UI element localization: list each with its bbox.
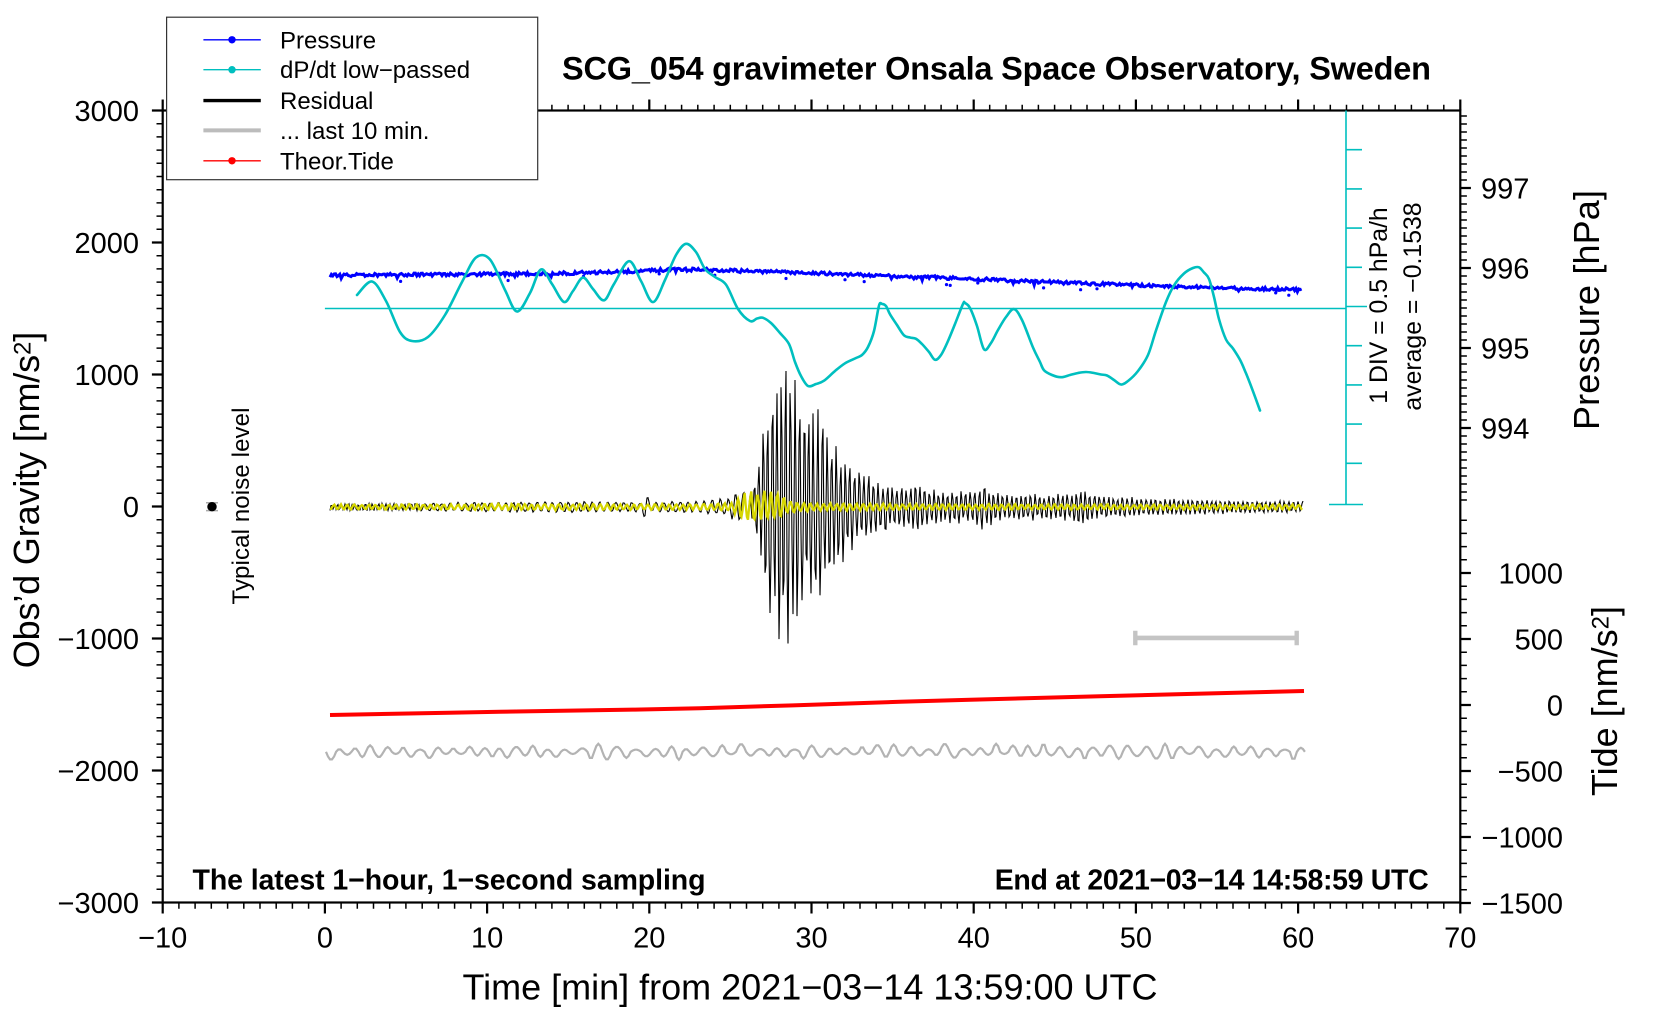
- svg-text:10: 10: [471, 923, 503, 955]
- svg-text:70: 70: [1444, 923, 1476, 955]
- svg-text:997: 997: [1481, 174, 1529, 206]
- svg-text:1 DIV = 0.5 hPa/h: 1 DIV = 0.5 hPa/h: [1366, 207, 1393, 403]
- svg-text:994: 994: [1481, 414, 1529, 446]
- svg-text:The latest 1−hour, 1−second sa: The latest 1−hour, 1−second sampling: [193, 865, 706, 897]
- svg-text:End at 2021−03−14 14:58:59 UTC: End at 2021−03−14 14:58:59 UTC: [995, 865, 1429, 897]
- svg-text:−1500: −1500: [1482, 889, 1563, 921]
- svg-text:996: 996: [1481, 254, 1529, 286]
- svg-text:0: 0: [317, 923, 333, 955]
- svg-text:dP/dt low−passed: dP/dt low−passed: [280, 57, 470, 84]
- svg-text:Time [min] from 2021−03−14 13:: Time [min] from 2021−03−14 13:59:00 UTC: [462, 967, 1157, 1008]
- svg-text:Typical noise level: Typical noise level: [228, 408, 255, 605]
- svg-text:2000: 2000: [74, 228, 139, 260]
- svg-text:30: 30: [795, 923, 827, 955]
- svg-text:−1000: −1000: [1482, 823, 1563, 855]
- svg-text:Residual: Residual: [280, 88, 373, 115]
- svg-text:average = −0.1538: average = −0.1538: [1400, 202, 1427, 410]
- svg-text:995: 995: [1481, 334, 1529, 366]
- svg-text:40: 40: [958, 923, 990, 955]
- svg-text:1000: 1000: [1498, 559, 1563, 591]
- svg-text:SCG_054 gravimeter Onsala Spac: SCG_054 gravimeter Onsala Space Observat…: [562, 51, 1431, 87]
- svg-text:Pressure [hPa]: Pressure [hPa]: [1566, 190, 1607, 430]
- svg-text:1000: 1000: [74, 360, 139, 392]
- svg-text:500: 500: [1515, 625, 1563, 657]
- svg-text:Theor.Tide: Theor.Tide: [280, 148, 394, 175]
- svg-text:Obs’d Gravity [nm/s2]: Obs’d Gravity [nm/s2]: [6, 332, 47, 669]
- svg-text:−3000: −3000: [58, 888, 139, 920]
- svg-text:60: 60: [1282, 923, 1314, 955]
- svg-text:−10: −10: [138, 923, 187, 955]
- svg-text:3000: 3000: [74, 96, 139, 128]
- svg-text:Pressure: Pressure: [280, 27, 376, 54]
- svg-text:0: 0: [123, 492, 139, 524]
- svg-text:−500: −500: [1498, 757, 1563, 789]
- svg-text:−2000: −2000: [58, 756, 139, 788]
- svg-text:−1000: −1000: [58, 624, 139, 656]
- svg-text:20: 20: [633, 923, 665, 955]
- svg-text:0: 0: [1547, 691, 1563, 723]
- svg-text:... last 10 min.: ... last 10 min.: [280, 118, 429, 145]
- svg-text:50: 50: [1120, 923, 1152, 955]
- svg-text:Tide [nm/s2]: Tide [nm/s2]: [1584, 606, 1625, 796]
